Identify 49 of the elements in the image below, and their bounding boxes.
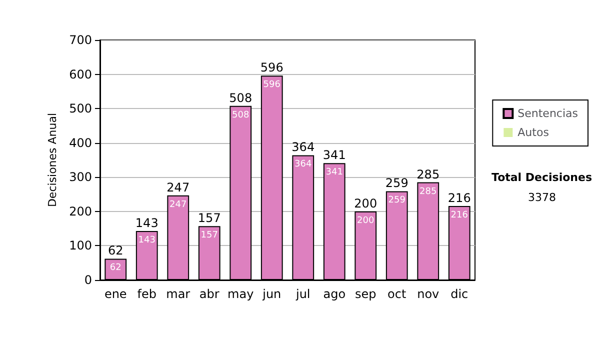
x-tick-label: jun [262,287,282,301]
y-axis-title: Decisiones Anual [46,112,60,208]
x-tick-label: sep [354,287,376,301]
y-tick-label: 600 [69,67,92,82]
data-label: 341 [326,168,343,178]
y-tick-label: 500 [69,102,92,116]
data-label: 216 [450,210,468,220]
x-tick-label: jul [294,287,310,301]
data-label: 62 [110,263,122,274]
total-label: 341 [322,148,346,162]
y-tick-label: 400 [69,136,92,150]
data-label: 157 [200,230,218,241]
y-tick-label: 100 [69,238,92,253]
total-label: 259 [385,176,408,190]
data-label: 259 [388,196,406,206]
total-label: 596 [260,60,284,75]
total-label: 157 [198,211,221,226]
data-label: 285 [420,186,437,197]
data-label: 143 [138,235,156,246]
x-tick-label: ago [323,287,346,301]
total-label: 62 [108,244,124,258]
total-label: 364 [292,140,315,154]
data-label: 596 [263,80,281,90]
x-tick-label: mar [166,287,190,301]
x-tick-label: dic [450,287,468,301]
data-label: 200 [357,216,374,226]
legend-label: Sentencias [518,107,578,120]
x-tick-label: ene [104,287,127,301]
x-tick-label: nov [417,287,440,301]
y-tick-label: 200 [69,204,92,218]
total-label: 508 [229,90,252,105]
x-tick-label: abr [199,287,220,301]
x-tick-label: may [228,287,254,301]
text: Total Decisiones [492,171,592,184]
x-tick-label: feb [137,287,156,301]
data-label: 508 [232,110,250,120]
total-label: 247 [166,180,190,194]
x-tick-label: oct [388,287,406,301]
data-label: 247 [170,200,187,210]
total-label: 216 [448,190,471,205]
total-label: 200 [354,196,378,210]
y-tick-label: 300 [69,170,92,184]
legend-label: Autos [518,126,550,139]
y-tick-label: 0 [84,273,92,287]
y-tick-label: 700 [69,33,92,47]
data-label: 364 [294,160,312,170]
total-label: 143 [135,216,158,230]
text: 3378 [528,191,556,204]
total-label: 285 [416,167,440,182]
